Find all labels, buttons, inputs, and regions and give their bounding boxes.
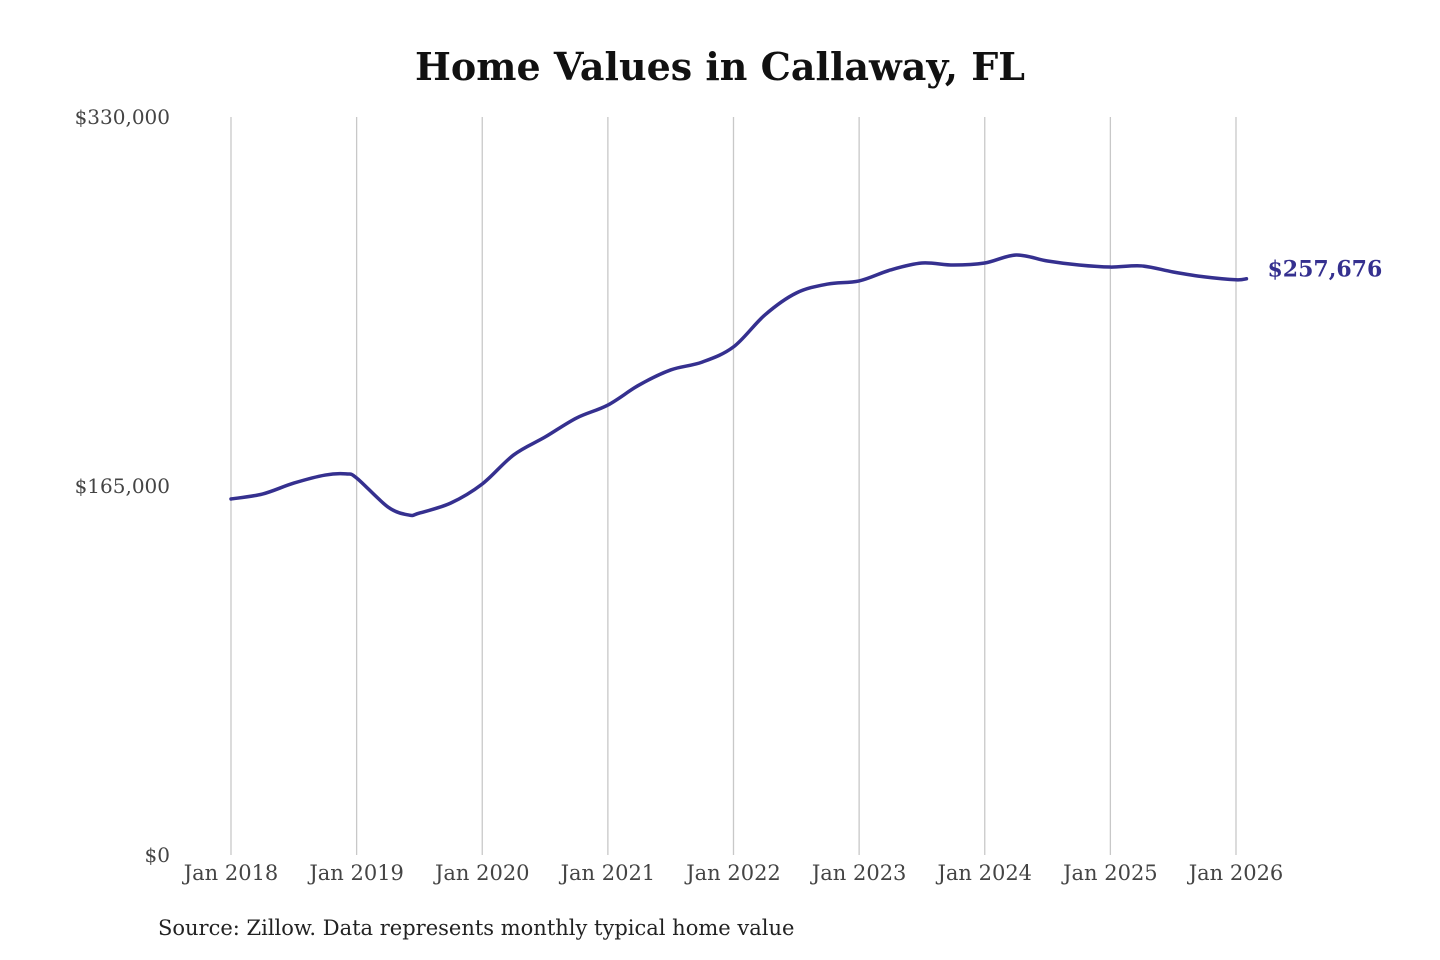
x-tick-label: Jan 2019 — [307, 861, 404, 885]
x-tick-label: Jan 2022 — [684, 861, 781, 885]
x-tick-label: Jan 2018 — [182, 861, 279, 885]
source-note: Source: Zillow. Data represents monthly … — [158, 916, 795, 940]
x-tick-label: Jan 2023 — [810, 861, 907, 885]
y-tick-label: $165,000 — [75, 474, 170, 498]
x-tick-label: Jan 2021 — [559, 861, 656, 885]
x-tick-label: Jan 2026 — [1187, 861, 1284, 885]
y-tick-label: $0 — [145, 843, 170, 867]
x-tick-label: Jan 2020 — [433, 861, 530, 885]
y-tick-label: $330,000 — [75, 105, 170, 129]
chart-title: Home Values in Callaway, FL — [415, 44, 1025, 89]
x-tick-label: Jan 2024 — [935, 861, 1032, 885]
x-tick-label: Jan 2025 — [1061, 861, 1158, 885]
end-value-label: $257,676 — [1267, 257, 1382, 283]
series-line — [229, 253, 1249, 518]
